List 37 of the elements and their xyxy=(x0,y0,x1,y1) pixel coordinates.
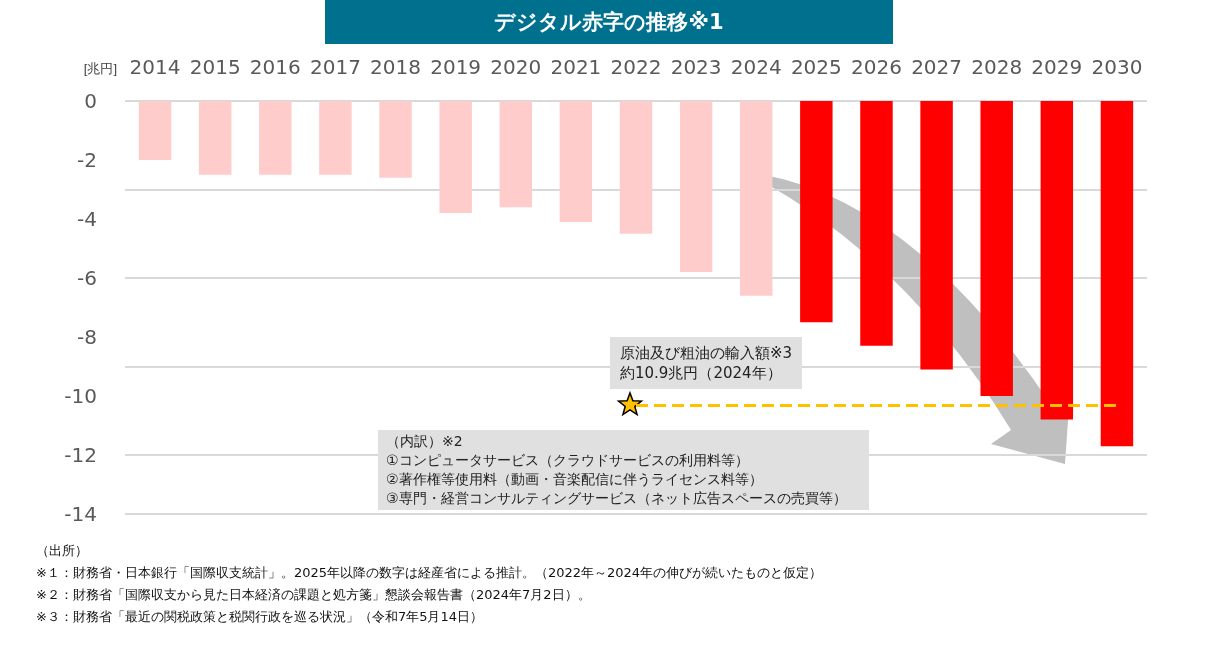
text: （出所） xyxy=(36,542,89,560)
y-tick-label: -10 xyxy=(64,384,97,408)
x-tick-label: 2025 xyxy=(790,55,842,79)
x-tick-label: 2014 xyxy=(129,55,181,79)
annotation: 約10.9兆円（2024年） xyxy=(620,363,783,383)
x-tick-label: 2029 xyxy=(1031,55,1083,79)
y-tick-label: -2 xyxy=(77,148,97,172)
x-tick-label: 2028 xyxy=(971,55,1023,79)
x-tick-label: 2027 xyxy=(911,55,963,79)
x-tick-label: 2020 xyxy=(490,55,542,79)
annotation: （内訳）※2 xyxy=(386,432,464,451)
x-tick-label: 2022 xyxy=(610,55,662,79)
text: ※１：財務省・日本銀行「国際収支統計」。2025年以降の数字は経産省による推計。（2022年～2024年の伸びが続いたものと仮定） xyxy=(36,564,823,582)
x-tick-label: 2019 xyxy=(430,55,482,79)
y-tick-label: 0 xyxy=(84,89,97,113)
annotation: 原油及び粗油の輸入額※3 xyxy=(620,343,793,363)
y-tick-label: -12 xyxy=(64,443,97,467)
y-tick-label: -14 xyxy=(64,502,97,526)
y-tick-label: -6 xyxy=(77,266,97,290)
x-tick-label: 2026 xyxy=(851,55,902,79)
x-tick-label: 2016 xyxy=(249,55,301,79)
x-tick-label: 2024 xyxy=(730,55,782,79)
text: ※２：財務省「国際収支から見た日本経済の課題と処方箋」懇談会報告書（2024年7月2日）。 xyxy=(36,586,592,604)
x-tick-label: 2030 xyxy=(1091,55,1143,79)
x-tick-label: 2023 xyxy=(670,55,722,79)
y-axis-title: [兆円] xyxy=(83,61,117,76)
text: ※３：財務省「最近の関税政策と税関行政を巡る状況」（令和7年5月14日） xyxy=(36,608,484,626)
y-tick-label: -4 xyxy=(77,207,97,231)
y-tick-label: -8 xyxy=(77,325,97,349)
chart-title: デジタル赤字の推移※1 xyxy=(325,0,893,44)
x-tick-label: 2018 xyxy=(370,55,421,79)
x-tick-label: 2021 xyxy=(550,55,602,79)
annotation: ①コンピュータサービス（クラウドサービスの利用料等） xyxy=(386,451,750,470)
annotation: ②著作権等使用料（動画・音楽配信に伴うライセンス料等） xyxy=(386,470,764,489)
annotation: ③専門・経営コンサルティングサービス（ネット広告スペースの売買等） xyxy=(386,489,847,508)
x-tick-label: 2017 xyxy=(309,55,361,79)
x-tick-label: 2015 xyxy=(189,55,241,79)
